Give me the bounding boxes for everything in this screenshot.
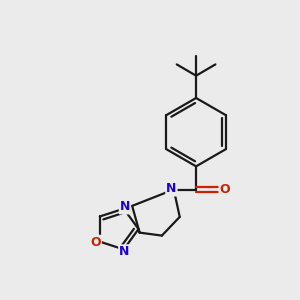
- Text: N: N: [166, 182, 177, 195]
- Text: O: O: [220, 183, 230, 196]
- Text: N: N: [120, 200, 130, 213]
- Text: N: N: [119, 245, 130, 258]
- Text: O: O: [90, 236, 101, 249]
